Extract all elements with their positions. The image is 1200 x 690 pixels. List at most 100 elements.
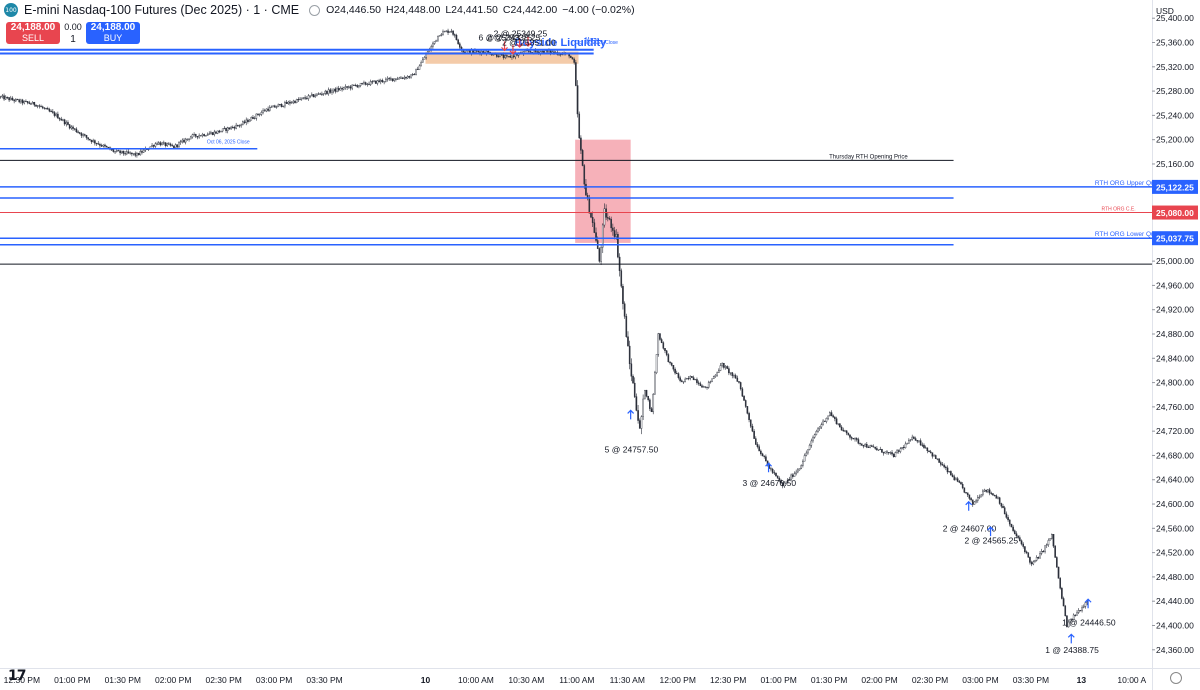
candle-body	[277, 104, 279, 108]
candle-body	[33, 102, 36, 106]
candle-body	[386, 78, 389, 80]
candle-body	[660, 339, 663, 343]
candle-body	[933, 455, 935, 457]
candle-body	[802, 461, 804, 466]
candle-body	[507, 55, 510, 57]
candle-body	[174, 144, 177, 149]
trade-label-8: 1 @ 24388.75	[1045, 645, 1099, 655]
candle-body	[279, 103, 281, 106]
candle-body	[581, 150, 584, 166]
candle-body	[163, 142, 165, 144]
candle-body	[706, 386, 708, 388]
candle-body	[1017, 535, 1019, 538]
candle-body	[712, 376, 715, 379]
candle-body	[358, 85, 360, 88]
candle-body	[955, 478, 957, 481]
candle-body	[11, 97, 14, 101]
symbol-badge-icon[interactable]: 100	[4, 3, 18, 17]
candle-body	[127, 151, 130, 154]
candle-body	[474, 50, 476, 53]
candle-body	[628, 345, 631, 365]
candle-body	[748, 413, 750, 421]
candle-body	[738, 381, 740, 383]
candle-body	[946, 467, 949, 473]
candle-body	[849, 434, 851, 438]
candle-body	[120, 150, 123, 154]
candle-body	[860, 443, 863, 446]
candle-body	[95, 142, 98, 144]
candle-body	[987, 489, 989, 492]
candle-body	[985, 489, 988, 492]
candle-body	[1056, 557, 1058, 568]
candle-body	[73, 128, 76, 130]
candle-body	[171, 145, 174, 147]
candle-body	[228, 127, 231, 130]
candle-body	[1029, 557, 1031, 563]
candle-body	[52, 111, 54, 113]
candle-body	[18, 99, 20, 103]
y-tick-label-12: 24,920.00	[1156, 305, 1194, 315]
candle-body	[226, 127, 229, 132]
sell-button[interactable]: 24,188.00 SELL	[6, 22, 60, 44]
candle-body	[506, 55, 508, 57]
tradingview-logo[interactable]: 17	[8, 668, 27, 684]
candle-body	[1022, 543, 1025, 547]
candle-body	[383, 81, 385, 83]
candle-body	[855, 437, 858, 440]
candle-body	[707, 382, 710, 388]
candle-body	[992, 493, 994, 496]
x-tick-label-11: 11:30 AM	[610, 675, 645, 685]
ohlc-close: C24,442.00	[502, 4, 558, 16]
candle-body	[304, 97, 306, 99]
candle-body	[50, 111, 52, 113]
candle-body	[963, 487, 966, 493]
candle-body	[792, 474, 794, 477]
candle-body	[371, 81, 374, 83]
candle-body	[31, 102, 34, 105]
candle-body	[866, 444, 868, 448]
candle-body	[576, 85, 579, 115]
candle-body	[321, 93, 323, 95]
candle-body	[842, 429, 845, 432]
candle-body	[877, 449, 880, 451]
settings-icon[interactable]	[1170, 672, 1182, 684]
candle-body	[237, 124, 239, 126]
candle-body	[679, 377, 681, 381]
candle-body	[973, 501, 976, 505]
candle-body	[314, 95, 316, 98]
y-tick-label-3: 25,280.00	[1156, 86, 1194, 96]
candle-body	[714, 374, 717, 377]
candle-body	[834, 416, 836, 419]
candle-body	[734, 375, 737, 379]
buy-button[interactable]: 24,188.00 BUY	[86, 22, 140, 44]
candle-body	[442, 31, 444, 35]
x-tick-label-12: 12:00 PM	[660, 675, 696, 685]
candle-body	[783, 482, 786, 487]
candle-body	[63, 119, 66, 125]
candle-body	[243, 121, 246, 123]
candle-body	[847, 432, 850, 436]
candle-body	[410, 74, 412, 78]
symbol-title[interactable]: E-mini Nasdaq-100 Futures (Dec 2025) · 1…	[24, 3, 300, 17]
candle-body	[248, 119, 251, 123]
candle-body	[38, 105, 41, 107]
candle-body	[30, 103, 32, 105]
candle-body	[131, 152, 133, 155]
x-tick-label-1: 01:00 PM	[54, 675, 90, 685]
quantity-value[interactable]: 1	[70, 34, 76, 45]
candle-body	[393, 78, 396, 81]
candle-body	[1040, 551, 1043, 554]
candle-body	[886, 451, 888, 453]
candle-body	[770, 468, 772, 470]
level-label-1: Oct 06, 2025 Close	[207, 140, 250, 146]
candle-body	[415, 68, 417, 75]
candle-body	[267, 108, 269, 111]
candle-body	[1002, 506, 1004, 508]
x-tick-label-17: 02:30 PM	[912, 675, 948, 685]
x-tick-label-15: 01:30 PM	[811, 675, 847, 685]
candle-body	[961, 483, 964, 488]
candle-body	[832, 415, 834, 418]
candle-body	[623, 303, 626, 317]
candle-body	[776, 475, 779, 479]
